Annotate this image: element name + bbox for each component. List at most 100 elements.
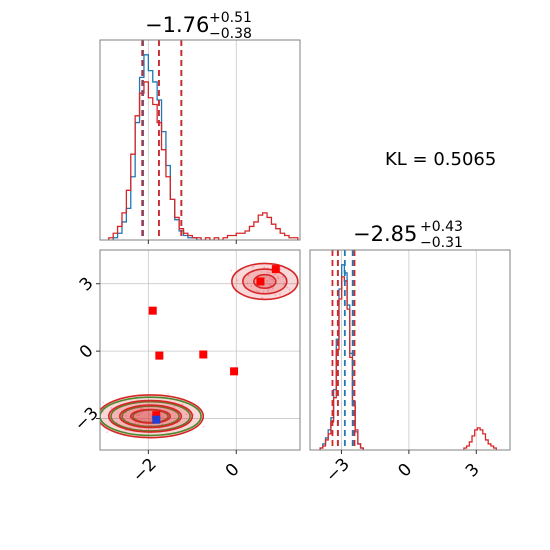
scatter-point-1-59 [246, 281, 249, 284]
scatter-point-0-28 [185, 413, 188, 416]
scatter-point-0-17 [135, 414, 138, 417]
scatter-point-1-40 [268, 272, 271, 274]
quantile-lines-top [141, 40, 183, 240]
scatter-point-0-43 [102, 401, 105, 404]
scatter-point-0-15 [125, 415, 128, 417]
grid-top [147, 40, 237, 240]
quantile-lines-right [331, 250, 356, 450]
scatter-point-1-55 [230, 269, 233, 272]
scatter-point-1-17 [268, 283, 270, 286]
title-param2-minus: −0.31 [420, 235, 463, 251]
top-hist-series-1 [108, 81, 299, 240]
scatter-point-1-38 [288, 288, 291, 291]
scatter-point-0-76 [122, 414, 125, 417]
panel-marginal-param1: −1.76 +0.51 −0.38 [99, 10, 301, 244]
scatter-point-1-16 [274, 294, 277, 296]
scatter-point-0-12 [167, 392, 169, 395]
scatter-point-0-11 [134, 422, 137, 425]
scatter-point-0-83 [150, 415, 153, 418]
scatter-point-1-21 [271, 287, 274, 290]
marker-square-0 [148, 306, 157, 315]
frame-right [309, 249, 511, 451]
scatter-point-0-58 [140, 412, 143, 414]
marker-square-3 [230, 367, 239, 376]
joint-yticklabel-0: −3 [71, 403, 103, 435]
scatter-point-1-36 [286, 286, 289, 289]
title-param1-plus: +0.51 [209, 10, 252, 26]
scatter-point-0-31 [173, 405, 176, 408]
joint-yticklabel-1: 0 [76, 341, 98, 363]
scatter-point-1-47 [272, 280, 275, 283]
scatter-point-1-48 [279, 293, 281, 296]
joint-xticklabel-0: −2 [129, 455, 161, 487]
scatter-point-1-1 [250, 285, 253, 288]
scatter-point-1-2 [283, 283, 286, 286]
scatter-point-1-24 [266, 280, 269, 282]
title-param1-value: −1.76 [145, 13, 209, 37]
scatter-point-1-28 [257, 290, 260, 293]
contour-1-level-3 [129, 408, 172, 424]
scatter-point-1-53 [273, 273, 276, 276]
panel-joint: −2 0 −3 0 3 [71, 249, 301, 487]
contour-2-level-1 [242, 268, 288, 295]
panel-marginal-param2: −3 0 3 −2.85 +0.43 −0.31 [309, 219, 511, 486]
ticks-joint: −2 0 −3 0 3 [71, 274, 244, 487]
scatter-point-1-11 [267, 290, 270, 293]
contour-0-level-1 [110, 400, 191, 432]
title-param2-value: −2.85 [353, 222, 417, 246]
marker-square-2 [199, 350, 208, 359]
scatter-point-1-49 [266, 271, 269, 274]
contour-0-level-0 [100, 396, 202, 437]
right-ticklabel-0: −3 [322, 455, 354, 487]
markers-joint [148, 265, 280, 424]
scatter-point-1-25 [272, 278, 275, 281]
scatter-point-0-64 [149, 418, 152, 421]
marker-square-5 [271, 265, 280, 274]
right-hist-series-1 [319, 276, 497, 450]
ticks-top [147, 240, 237, 244]
scatter-point-1-30 [262, 290, 265, 293]
scatter-point-0-30 [149, 413, 151, 416]
scatter-point-0-53 [143, 419, 146, 422]
scatter-point-0-61 [106, 431, 109, 433]
scatter-point-1-34 [263, 266, 266, 269]
kl-annotation: KL = 0.5065 [385, 149, 496, 170]
joint-xticklabel-1: 0 [222, 460, 244, 482]
right-ticklabel-1: 0 [394, 460, 416, 482]
scatter-point-1-56 [277, 275, 279, 278]
frame-joint [99, 249, 301, 451]
contours-joint [100, 262, 299, 439]
scatter-point-0-2 [137, 423, 140, 425]
scatter-point-1-19 [253, 264, 255, 267]
scatter-point-0-70 [202, 425, 205, 428]
scatter-point-1-9 [251, 266, 254, 268]
ticks-right: −3 0 3 [322, 450, 484, 486]
scatter-point-0-44 [125, 411, 128, 414]
title-param1-minus: −0.38 [209, 26, 252, 42]
scatter-point-0-79 [110, 407, 113, 409]
joint-yticklabel-2: 3 [76, 274, 98, 296]
scatter-point-1-23 [268, 277, 271, 280]
scatter-point-1-57 [276, 277, 279, 280]
contour-1-level-2 [118, 404, 183, 429]
right-ticklabel-2: 3 [462, 460, 484, 482]
scatter-point-0-41 [141, 418, 143, 420]
scatter-point-1-52 [279, 268, 282, 271]
frame-top [99, 39, 301, 241]
marker-square-1 [155, 351, 164, 360]
title-param1: −1.76 [145, 13, 209, 37]
contour-1-level-0 [100, 394, 205, 439]
scatter-point-1-27 [281, 276, 284, 278]
histograms-right [319, 264, 497, 450]
scatter-point-1-42 [282, 282, 285, 285]
scatter-point-1-10 [269, 288, 271, 291]
title-param2-plus: +0.43 [420, 219, 463, 235]
histograms-top [108, 54, 299, 240]
scatter-point-1-43 [274, 273, 277, 275]
scatter-point-1-33 [236, 279, 239, 282]
scatter-point-0-69 [137, 414, 140, 417]
scatter-point-1-37 [255, 289, 258, 292]
marker-square-7 [152, 415, 161, 424]
scatter-point-1-13 [261, 296, 264, 299]
